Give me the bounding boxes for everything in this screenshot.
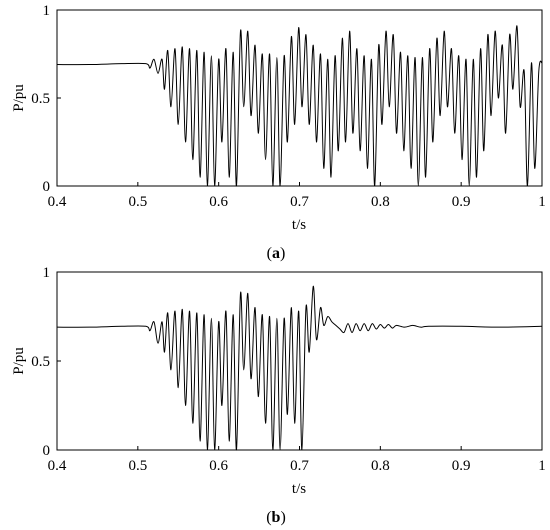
panel-b-x-tick-label: 0.5 — [128, 458, 147, 474]
panel-a-y-tick-label: 0.5 — [31, 91, 50, 107]
panel-a-y-axis-label: P/pu — [11, 84, 27, 112]
panel-b-x-tick-label: 0.4 — [48, 458, 67, 474]
panel-a-y-tick-label: 0 — [43, 179, 51, 195]
panel-a-y-tick-labels: 00.51 — [31, 3, 50, 195]
panel-b-x-tick-label: 0.9 — [452, 458, 471, 474]
panel-a-x-tick-label: 0.6 — [209, 194, 228, 210]
panel-a-label: (a) — [267, 245, 286, 262]
panel-b-x-tick-label: 0.6 — [209, 458, 228, 474]
panel-b-y-tick-labels: 00.51 — [31, 265, 50, 459]
panel-b-y-axis-label: P/pu — [11, 347, 27, 375]
panel-b-x-tick-label: 0.8 — [371, 458, 390, 474]
panel-b-power-series-0 — [56, 285, 543, 451]
panel-b-ticks — [56, 271, 543, 451]
panel-b-x-tick-labels: 0.4 0.5 0.6 0.7 0.8 0.9 1 — [48, 458, 546, 474]
panel-a-power-series-0 — [56, 25, 543, 187]
panel-a: 0.4 0.5 0.6 0.7 0.8 0.9 1 00.51 t/s P/pu (a) — [11, 3, 546, 262]
panel-a-x-axis-label: t/s — [292, 217, 306, 233]
panel-a-x-tick-label: 0.7 — [290, 194, 309, 210]
panel-b-series — [56, 285, 543, 451]
panel-a-x-tick-label: 0.9 — [452, 194, 471, 210]
panel-a-x-tick-label: 0.5 — [128, 194, 147, 210]
panel-b-x-tick-label: 1 — [538, 458, 546, 474]
panel-a-x-tick-label: 1 — [538, 194, 546, 210]
panel-b-x-axis-label: t/s — [292, 481, 306, 497]
panel-a-x-tick-label: 0.4 — [48, 194, 67, 210]
panel-a-series — [56, 25, 543, 187]
panel-a-y-tick-label: 1 — [43, 3, 51, 19]
panel-a-x-tick-label: 0.8 — [371, 194, 390, 210]
panel-b: 0.4 0.5 0.6 0.7 0.8 0.9 1 00.51 t/s P/pu (b) — [11, 265, 546, 526]
panel-b-y-tick-label: 1 — [43, 265, 51, 281]
panel-b-label: (b) — [266, 509, 286, 526]
panel-a-ticks — [56, 9, 543, 187]
panel-b-y-tick-label: 0 — [43, 443, 51, 459]
panel-a-x-tick-labels: 0.4 0.5 0.6 0.7 0.8 0.9 1 — [48, 194, 546, 210]
panel-b-x-tick-label: 0.7 — [290, 458, 309, 474]
panel-b-y-tick-label: 0.5 — [31, 354, 50, 370]
